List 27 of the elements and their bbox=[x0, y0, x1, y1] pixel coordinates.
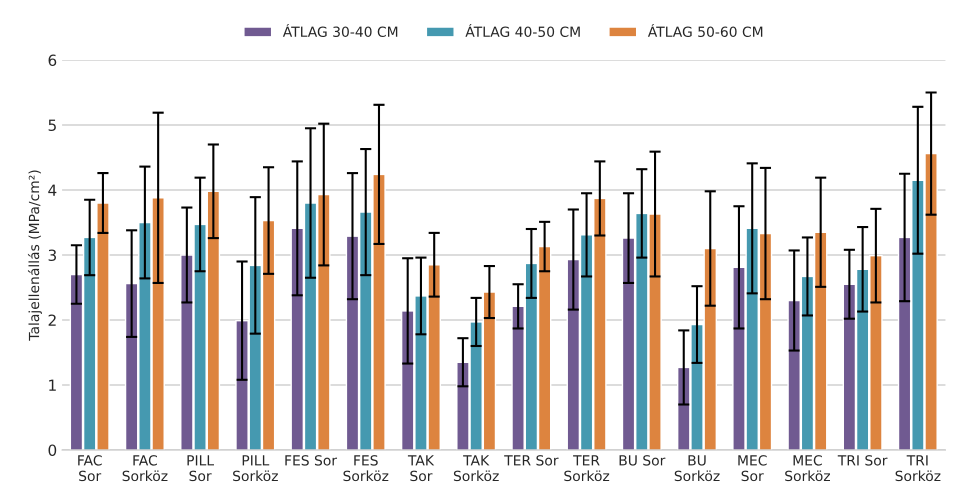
x-tick-label: BU Sor bbox=[620, 455, 666, 466]
x-tick-label: TAK Sorköz bbox=[454, 455, 499, 482]
x-tick-label: TER Sor bbox=[504, 455, 559, 466]
x-tick-label: FAC Sorköz bbox=[122, 455, 168, 482]
y-tick-label: 6 bbox=[48, 54, 56, 66]
y-tick-label: 4 bbox=[48, 184, 56, 196]
x-tick-label: FES Sorköz bbox=[343, 455, 388, 482]
x-tick-label: FES Sor bbox=[285, 455, 338, 466]
x-tick-label: TAK Sor bbox=[408, 455, 434, 482]
y-axis-title: Talajellenállás (MPa/cm²) bbox=[28, 170, 42, 341]
x-tick-label: BU Sorköz bbox=[674, 455, 720, 482]
y-tick-label: 0 bbox=[48, 444, 56, 456]
legend-label: ÁTLAG 30-40 CM bbox=[282, 24, 398, 38]
x-tick-label: PILL Sorköz bbox=[233, 455, 278, 482]
x-tick-label: PILL Sor bbox=[187, 455, 214, 482]
x-tick-label: TER Sorköz bbox=[564, 455, 610, 482]
x-tick-label: TRI Sor bbox=[838, 455, 888, 466]
x-tick-label: TRI Sorköz bbox=[896, 455, 940, 482]
legend-label: ÁTLAG 40-50 CM bbox=[465, 24, 580, 38]
y-tick-label: 2 bbox=[48, 314, 56, 326]
x-tick-label: MEC Sorköz bbox=[785, 455, 830, 482]
y-tick-label: 5 bbox=[48, 120, 56, 132]
x-tick-label: FAC Sor bbox=[78, 455, 102, 482]
y-tick-label: 3 bbox=[48, 249, 56, 262]
legend-label: ÁTLAG 50-60 CM bbox=[648, 24, 762, 38]
y-tick-label: 1 bbox=[49, 380, 56, 391]
x-tick-label: MEC Sor bbox=[738, 455, 767, 482]
